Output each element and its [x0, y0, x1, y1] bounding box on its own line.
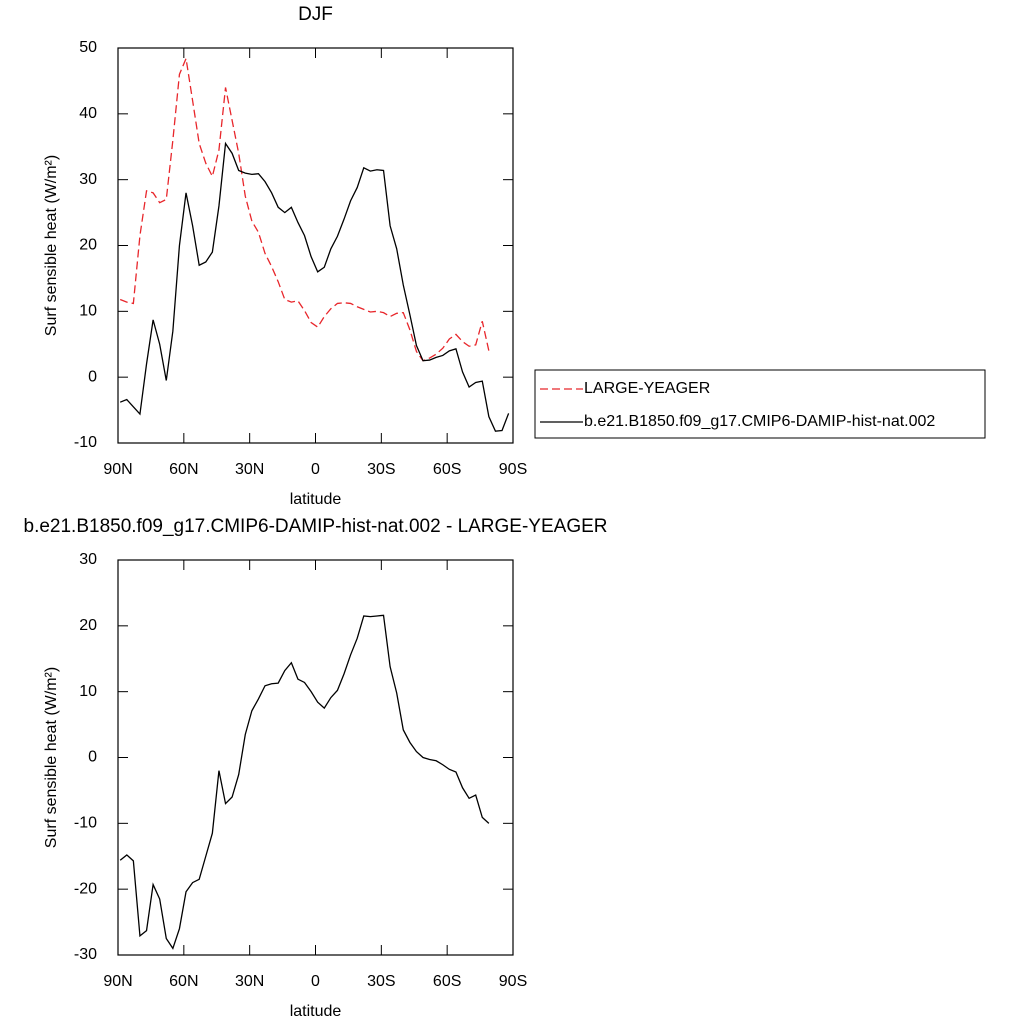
legend-box — [534, 369, 986, 439]
data-line — [119, 56, 490, 362]
y-tick-label: -10 — [74, 815, 97, 832]
y-tick-label: 30 — [79, 171, 97, 188]
x-axis-label: latitude — [290, 491, 342, 508]
data-line — [119, 614, 490, 950]
y-tick-label: -30 — [74, 946, 97, 963]
x-tick-label: 0 — [311, 461, 320, 478]
y-axis-label: Surf sensible heat (W/m²) — [43, 667, 60, 848]
y-tick-label: 20 — [79, 237, 97, 254]
x-tick-label: 60S — [433, 973, 461, 990]
legend-label: b.e21.B1850.f09_g17.CMIP6-DAMIP-hist-nat… — [584, 413, 935, 430]
y-tick-label: 50 — [79, 39, 97, 56]
x-tick-label: 90N — [103, 461, 132, 478]
y-tick-label: 0 — [88, 368, 97, 385]
x-tick-label: 90S — [499, 973, 527, 990]
legend-label: LARGE-YEAGER — [584, 380, 710, 397]
y-tick-label: -20 — [74, 880, 97, 897]
y-tick-label: 10 — [79, 303, 97, 320]
plot-frame — [117, 47, 514, 444]
x-tick-label: 60S — [433, 461, 461, 478]
x-tick-label: 30N — [235, 461, 264, 478]
y-tick-label: 20 — [79, 617, 97, 634]
x-tick-label: 0 — [311, 973, 320, 990]
plot-frame — [117, 559, 514, 956]
x-tick-label: 60N — [169, 461, 198, 478]
x-tick-label: 30S — [367, 973, 395, 990]
y-tick-label: 40 — [79, 105, 97, 122]
chart-title: b.e21.B1850.f09_g17.CMIP6-DAMIP-hist-nat… — [24, 516, 608, 537]
x-tick-label: 30S — [367, 461, 395, 478]
data-line — [119, 141, 510, 432]
x-tick-label: 60N — [169, 973, 198, 990]
y-tick-label: 0 — [88, 749, 97, 766]
y-tick-label: 30 — [79, 551, 97, 568]
y-axis-label: Surf sensible heat (W/m²) — [43, 155, 60, 336]
y-tick-label: -10 — [74, 434, 97, 451]
x-tick-label: 90N — [103, 973, 132, 990]
chart-title: DJF — [298, 4, 333, 25]
x-tick-label: 30N — [235, 973, 264, 990]
x-axis-label: latitude — [290, 1003, 342, 1020]
y-tick-label: 10 — [79, 683, 97, 700]
x-tick-label: 90S — [499, 461, 527, 478]
